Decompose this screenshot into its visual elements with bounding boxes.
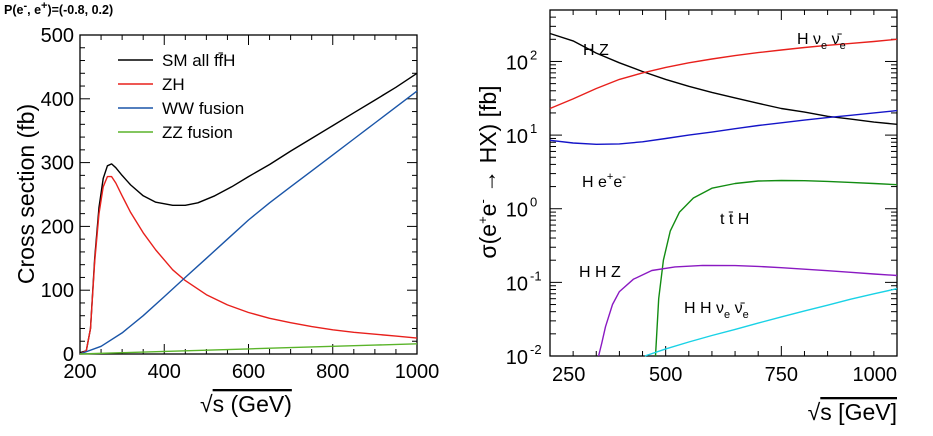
right-y-tick-label: 10 <box>506 52 528 74</box>
left-series-ww-fusion-line <box>79 90 418 355</box>
right-x-tick-label: 1000 <box>853 364 898 386</box>
right-y-axis-label: σ(e+e- → HX) [fb] <box>475 85 501 258</box>
right-y-tick-exponent: 0 <box>530 195 537 210</box>
right-series-h-e-e-line <box>549 38 898 110</box>
left-y-tick-label: 0 <box>63 344 74 366</box>
right-y-tick-exponent: -1 <box>530 268 542 283</box>
left-series-zz-fusion-line <box>79 343 418 355</box>
right-y-tick-label: 10 <box>506 126 528 148</box>
process-label-h-h-e-e: H H νe ν̄e <box>684 300 749 321</box>
right-y-tick-exponent: -2 <box>530 342 542 357</box>
left-y-axis-label: Cross section (fb) <box>13 104 39 284</box>
right-x-tick-label: 250 <box>552 364 585 386</box>
left-chart: 200 400 600 800 1000 0 100 200 300 400 500 SM all … <box>13 25 439 417</box>
left-legend: SM all ff̄H ZH WW fusion ZZ fusion <box>118 51 244 142</box>
legend-label-zh: ZH <box>162 75 185 94</box>
polarization-header: P(e-, e+)=(-0.8, 0.2) <box>4 0 113 17</box>
right-series-h-e-e-line <box>549 109 898 146</box>
right-process-labels: H Z H νe ν̄e H e+e-t t̄ H H H Z H H νe ν̄e <box>579 31 846 321</box>
right-y-tick-label: 10 <box>506 200 528 222</box>
left-x-tick-label: 1000 <box>395 361 440 383</box>
right-series-h-h-z-line <box>597 264 898 357</box>
left-x-tick-label: 400 <box>148 361 181 383</box>
left-y-tick-label: 400 <box>41 89 74 111</box>
left-y-tick-label: 100 <box>41 280 74 302</box>
right-y-tick-label: 10 <box>506 273 528 295</box>
left-y-tick-label: 200 <box>41 216 74 238</box>
left-series-zh-line <box>79 175 418 355</box>
right-series-h-h-e-e-line <box>644 288 898 357</box>
left-y-tick-label: 500 <box>41 25 74 47</box>
right-x-tick-label: 500 <box>649 364 682 386</box>
left-x-tick-label: 200 <box>63 361 96 383</box>
process-label-h-e-e: H νe ν̄e <box>797 31 846 52</box>
process-label-h-h-z: H H Z <box>579 264 621 281</box>
right-x-tick-label: 750 <box>765 364 798 386</box>
left-x-tick-label: 600 <box>232 361 265 383</box>
right-plot-frame <box>549 9 898 357</box>
right-y-tick-label: 10 <box>506 347 528 369</box>
process-label-t-t-h: t t̄ H <box>720 211 749 228</box>
left-plot-frame <box>79 34 418 355</box>
legend-label-ww-fusion: WW fusion <box>162 99 244 118</box>
right-series-h-z-line <box>549 32 898 125</box>
right-y-tick-exponent: 2 <box>530 47 537 62</box>
process-label-h-e-e: H e+e- <box>582 171 626 191</box>
right-x-axis-label: √s [GeV] <box>808 399 897 425</box>
legend-label-sm-all-ff-h: SM all ff̄H <box>162 51 235 70</box>
left-x-axis-label: √s (GeV) <box>200 391 292 417</box>
left-y-tick-label: 300 <box>41 153 74 175</box>
right-series-t-t-h-line <box>654 179 898 357</box>
legend-label-zz-fusion: ZZ fusion <box>162 123 233 142</box>
left-series-sm-all-ff-h-line <box>79 72 418 354</box>
right-y-tick-exponent: 1 <box>530 121 537 136</box>
left-x-tick-label: 800 <box>316 361 349 383</box>
process-label-h-z: H Z <box>583 42 609 59</box>
